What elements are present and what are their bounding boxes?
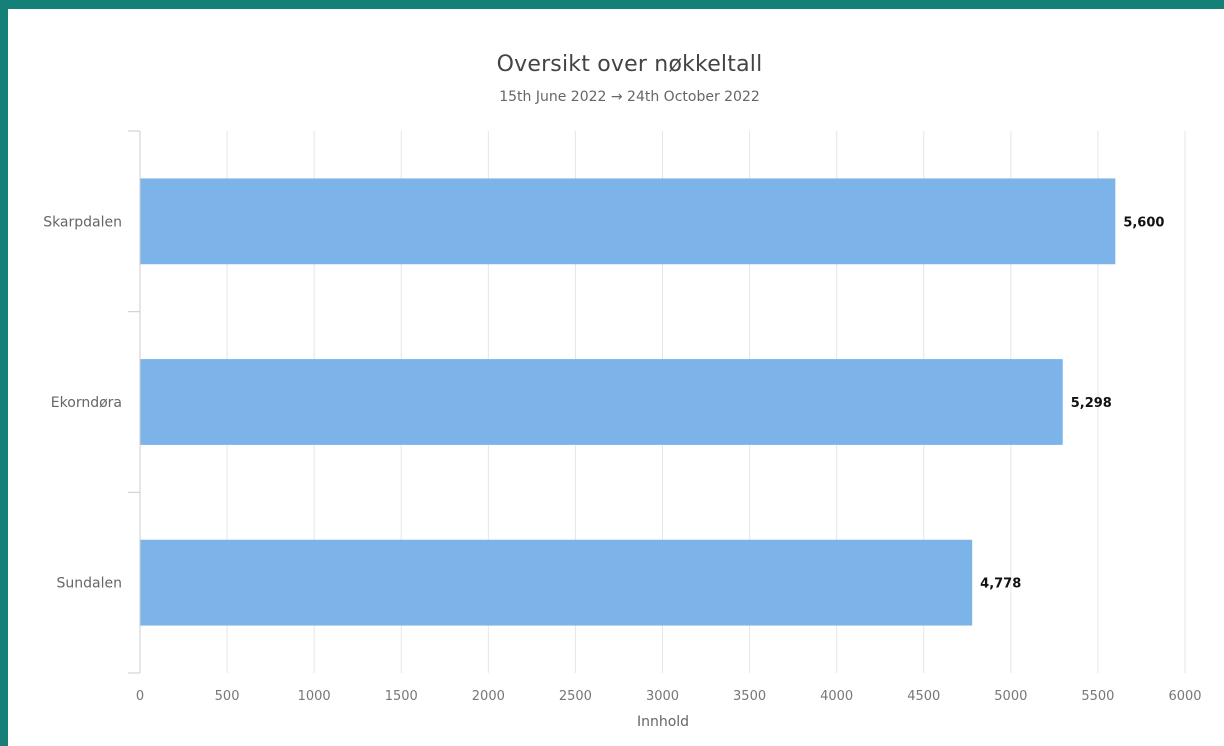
x-tick-label: 6000 — [1168, 689, 1201, 704]
axes: 0 500 1000 1500 2000 2500 3000 3500 4000 4500 5000… — [43, 130, 1202, 704]
x-axis-title: Innhold — [637, 714, 689, 730]
bars: 5,600 5,298 4,778 — [140, 178, 1164, 626]
x-tick-label: 3500 — [733, 689, 766, 704]
x-tick-label: 2000 — [472, 689, 505, 704]
x-tick-label: 4000 — [820, 689, 853, 704]
bar-skarpdalen[interactable] — [140, 178, 1116, 265]
category-label: Ekorndøra — [51, 395, 122, 411]
x-tick-label: 1500 — [385, 689, 418, 704]
value-label: 4,778 — [980, 577, 1021, 592]
x-tick-label: 0 — [136, 689, 144, 704]
bar-ekorndøra[interactable] — [140, 359, 1063, 445]
category-label: Sundalen — [57, 576, 122, 592]
x-tick-label: 1000 — [298, 689, 331, 704]
x-tick-label: 5500 — [1081, 689, 1114, 704]
x-tick-label: 3000 — [646, 689, 679, 704]
chart-subtitle: 15th June 2022 → 24th October 2022 — [499, 89, 760, 105]
x-tick-label: 4500 — [907, 689, 940, 704]
category-label: Skarpdalen — [43, 214, 122, 230]
bar-sundalen[interactable] — [140, 539, 973, 626]
x-tick-label: 500 — [215, 689, 240, 704]
value-label: 5,298 — [1071, 396, 1112, 411]
x-tick-label: 2500 — [559, 689, 592, 704]
value-label: 5,600 — [1123, 215, 1164, 230]
x-tick-label: 5000 — [994, 689, 1027, 704]
chart-title: Oversikt over nøkkeltall — [496, 52, 763, 77]
